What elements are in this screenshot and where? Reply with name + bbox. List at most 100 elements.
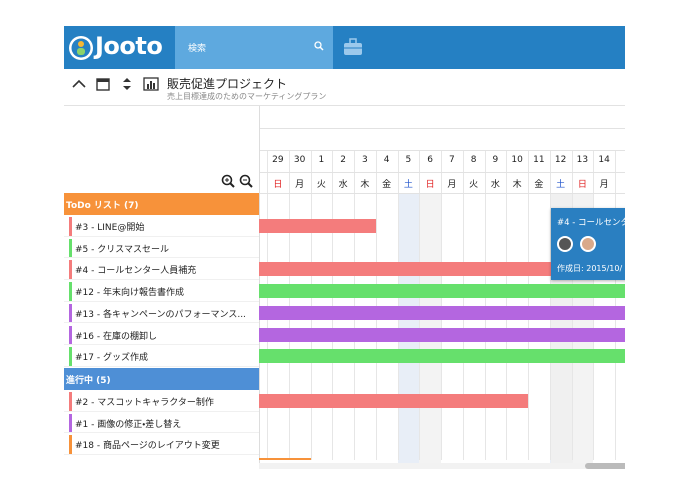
day-number: 10	[511, 155, 523, 165]
grid-line	[267, 150, 268, 460]
task-row[interactable]	[64, 390, 259, 412]
day-number: 3	[362, 155, 368, 165]
day-number: 1	[318, 155, 325, 165]
grid-line	[288, 150, 290, 460]
weekday: 日	[577, 180, 587, 190]
day-number: 29	[272, 155, 284, 165]
group-header[interactable]: 進行中 (5)	[64, 367, 259, 390]
grid-line	[354, 150, 355, 460]
task-bar[interactable]	[259, 305, 625, 320]
avatar	[557, 236, 573, 252]
grid-line	[441, 150, 442, 460]
header-line	[259, 172, 625, 173]
scrollbar-thumb[interactable]	[585, 463, 625, 469]
avatar	[580, 236, 596, 252]
task-label[interactable]: #16 - 在庫の棚卸し	[75, 331, 157, 342]
day-number: 4	[383, 155, 390, 165]
project-title: 販売促進プロジェクト	[167, 77, 288, 91]
task-row[interactable]	[64, 280, 259, 302]
task-label[interactable]: #2 - マスコットキャラクター制作	[75, 397, 214, 408]
zoom-controls[interactable]	[221, 174, 255, 188]
task-label[interactable]: #4 - コールセンター人員補充	[75, 266, 197, 277]
scrollbar-track	[259, 463, 625, 469]
task-label[interactable]: #12 - 年末向け報告書作成	[75, 288, 184, 299]
group-header[interactable]: ToDo リスト (7)	[64, 193, 259, 215]
task-label[interactable]: #17 - グッズ作成	[75, 353, 148, 364]
weekday: 日	[273, 180, 283, 190]
task-color	[69, 303, 72, 323]
day-number: 5	[405, 155, 412, 165]
day-number: 12	[554, 155, 567, 165]
task-row[interactable]	[64, 345, 259, 367]
day-number: 7	[449, 155, 455, 165]
task-row[interactable]	[64, 412, 259, 434]
grid-line	[332, 150, 334, 460]
weekday: 火	[316, 180, 326, 190]
weekday: 木	[360, 180, 370, 190]
task-bar[interactable]	[259, 327, 625, 342]
task-row[interactable]	[64, 302, 259, 324]
day-number: 14	[598, 155, 610, 165]
sort-icon[interactable]	[122, 77, 132, 91]
task-row[interactable]	[64, 258, 259, 281]
collapse-icon[interactable]	[72, 79, 86, 89]
weekday: 月	[295, 180, 305, 190]
task-row[interactable]	[64, 324, 259, 346]
task-bar[interactable]	[259, 284, 625, 299]
task-color	[69, 238, 72, 258]
task-row[interactable]	[64, 215, 259, 237]
task-color	[69, 260, 72, 280]
task-label[interactable]: #1 - 画像の修正・差し替え	[75, 419, 182, 430]
task-row[interactable]	[64, 237, 259, 259]
task-color	[69, 413, 72, 433]
weekday: 月	[447, 180, 457, 190]
grid-line	[615, 150, 616, 460]
weekday: 月	[599, 180, 609, 190]
header-line	[259, 193, 625, 194]
calendar-icon[interactable]	[96, 77, 110, 91]
day-number: 6	[427, 155, 433, 165]
grid-line	[484, 150, 486, 460]
weekday: 木	[512, 180, 522, 190]
chart-icon[interactable]	[143, 77, 159, 91]
app-window: Jooto 検索 販売促進プロジェクト 売上目標達成のためのマーケティングプラン…	[64, 26, 625, 470]
task-label[interactable]: #5 - クリスマスセール	[75, 244, 169, 255]
day-number: 2	[340, 155, 346, 165]
logo[interactable]: Jooto	[95, 32, 163, 60]
day-number: 11	[533, 155, 545, 165]
task-bar[interactable]	[259, 349, 625, 364]
task-label[interactable]: #18 - 商品ページのレイアウト変更	[75, 441, 220, 452]
logo-icon	[69, 36, 93, 60]
task-bar[interactable]	[259, 393, 528, 408]
grid-line	[571, 150, 573, 460]
weekday: 水	[490, 180, 500, 190]
task-bar[interactable]	[259, 262, 625, 277]
day-number: 13	[576, 155, 589, 165]
search-icon[interactable]	[314, 41, 324, 51]
search-placeholder: 検索	[188, 44, 207, 54]
grid-line	[506, 150, 508, 460]
grid-line	[462, 150, 464, 460]
search-box[interactable]	[175, 26, 333, 69]
task-row[interactable]	[64, 433, 259, 455]
header-line	[259, 128, 625, 129]
task-color	[69, 282, 72, 301]
grid-line	[375, 150, 377, 460]
weekday: 金	[382, 180, 392, 190]
weekday: 水	[338, 180, 348, 190]
grid-line	[419, 150, 421, 460]
day-number: 9	[492, 155, 499, 165]
project-subtitle: 売上目標達成のためのマーケティングプラン	[167, 92, 327, 101]
weekday: 土	[403, 180, 413, 190]
task-color	[69, 217, 72, 236]
grid-line	[397, 150, 399, 460]
grid-line	[310, 150, 312, 460]
task-bar[interactable]	[259, 219, 376, 233]
grid-line	[528, 150, 529, 460]
briefcase-icon[interactable]	[343, 38, 363, 56]
weekday: 土	[556, 180, 566, 190]
task-label[interactable]: #3 - LINE@開始	[75, 223, 145, 233]
popup-created: 作成日: 2015/10/	[557, 264, 623, 273]
task-label[interactable]: #13 - 各キャンペーンのパフォーマンス...	[75, 309, 246, 320]
weekday: 日	[425, 180, 435, 190]
